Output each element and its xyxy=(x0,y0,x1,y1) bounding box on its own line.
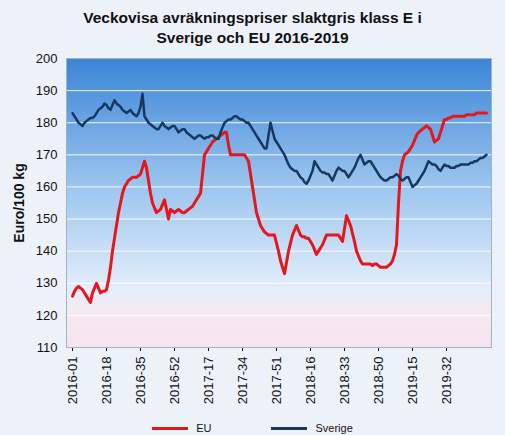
svg-text:130: 130 xyxy=(36,275,58,290)
svg-text:2016-52: 2016-52 xyxy=(167,357,182,405)
svg-text:2016-01: 2016-01 xyxy=(65,357,80,405)
svg-text:2019-15: 2019-15 xyxy=(405,357,420,405)
svg-text:180: 180 xyxy=(36,115,58,130)
svg-text:2018-16: 2018-16 xyxy=(303,357,318,405)
html-text:EU: EU xyxy=(196,422,212,434)
svg-text:200: 200 xyxy=(36,54,58,66)
svg-text:140: 140 xyxy=(36,243,58,258)
svg-text:190: 190 xyxy=(36,83,58,98)
svg-text:2016-18: 2016-18 xyxy=(99,357,114,405)
svg-text:110: 110 xyxy=(37,340,58,355)
svg-text:2018-50: 2018-50 xyxy=(371,357,386,405)
svg-text:2019-32: 2019-32 xyxy=(439,357,454,405)
svg-text:160: 160 xyxy=(36,179,58,194)
svg-text:Euro/100 kg: Euro/100 kg xyxy=(11,163,27,242)
svg-text:2016-35: 2016-35 xyxy=(133,357,148,405)
svg-text:150: 150 xyxy=(36,211,58,226)
svg-text:2017-51: 2017-51 xyxy=(269,357,284,405)
svg-text:170: 170 xyxy=(36,147,58,162)
svg-text:120: 120 xyxy=(36,308,58,323)
svg-text:2017-34: 2017-34 xyxy=(235,357,250,405)
svg-text:2018-33: 2018-33 xyxy=(337,357,352,405)
html-text:Veckovisa avräkningspriser sla: Veckovisa avräkningspriser slaktgris kla… xyxy=(83,9,422,46)
svg-text:2017-17: 2017-17 xyxy=(201,357,216,405)
html-text:Sverige: Sverige xyxy=(315,422,353,434)
